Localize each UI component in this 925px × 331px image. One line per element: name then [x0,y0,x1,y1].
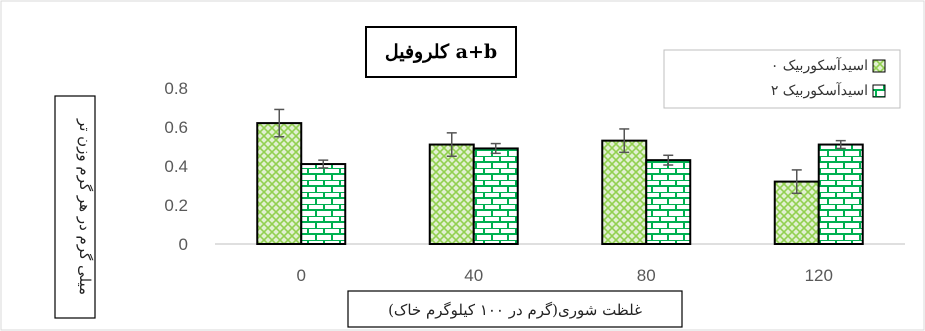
bar-series-1-cat-0 [300,163,347,245]
y-tick-label-0: 0 [179,235,188,254]
chart-title-box [365,26,517,78]
bar-series-1-cat-2 [645,159,692,245]
x-tick-label-1: 40 [464,266,483,285]
chart-title: کلروفیل a+b [385,41,497,63]
legend: ۰ اسیدآسکوربیک ۲ اسیدآسکوربیک [663,49,901,109]
y-axis-title: میلی گرم در هر گرم وزن تر [76,118,94,295]
y-tick-label-1: 0.2 [164,196,188,215]
y-tick-label-3: 0.6 [164,118,188,137]
legend-swatch-series-0 [872,59,886,73]
x-axis-title: غلظت شوری(گرم در ۱۰۰ کیلوگرم خاک) [388,301,642,319]
bar-series-0-cat-0 [256,122,303,245]
x-tick-label-2: 80 [637,266,656,285]
plot-area: 0 0.2 0.4 0.6 0.8 0 40 80 120 [164,79,905,285]
y-axis-title-box [54,95,96,319]
legend-swatch-series-1 [872,84,886,98]
y-tick-label-4: 0.8 [164,79,188,98]
legend-label-series-0: ۰ اسیدآسکوربیک [771,56,868,74]
x-tick-label-0: 0 [297,266,306,285]
x-axis-title-box [347,290,683,328]
bar-series-1-cat-1 [472,147,519,245]
x-tick-label-3: 120 [805,266,833,285]
y-tick-label-2: 0.4 [164,157,188,176]
bar-series-1-cat-3 [817,143,864,245]
bar-series-0-cat-2 [601,139,648,245]
bar-series-0-cat-1 [428,143,475,245]
legend-label-series-1: ۲ اسیدآسکوربیک [771,81,868,99]
